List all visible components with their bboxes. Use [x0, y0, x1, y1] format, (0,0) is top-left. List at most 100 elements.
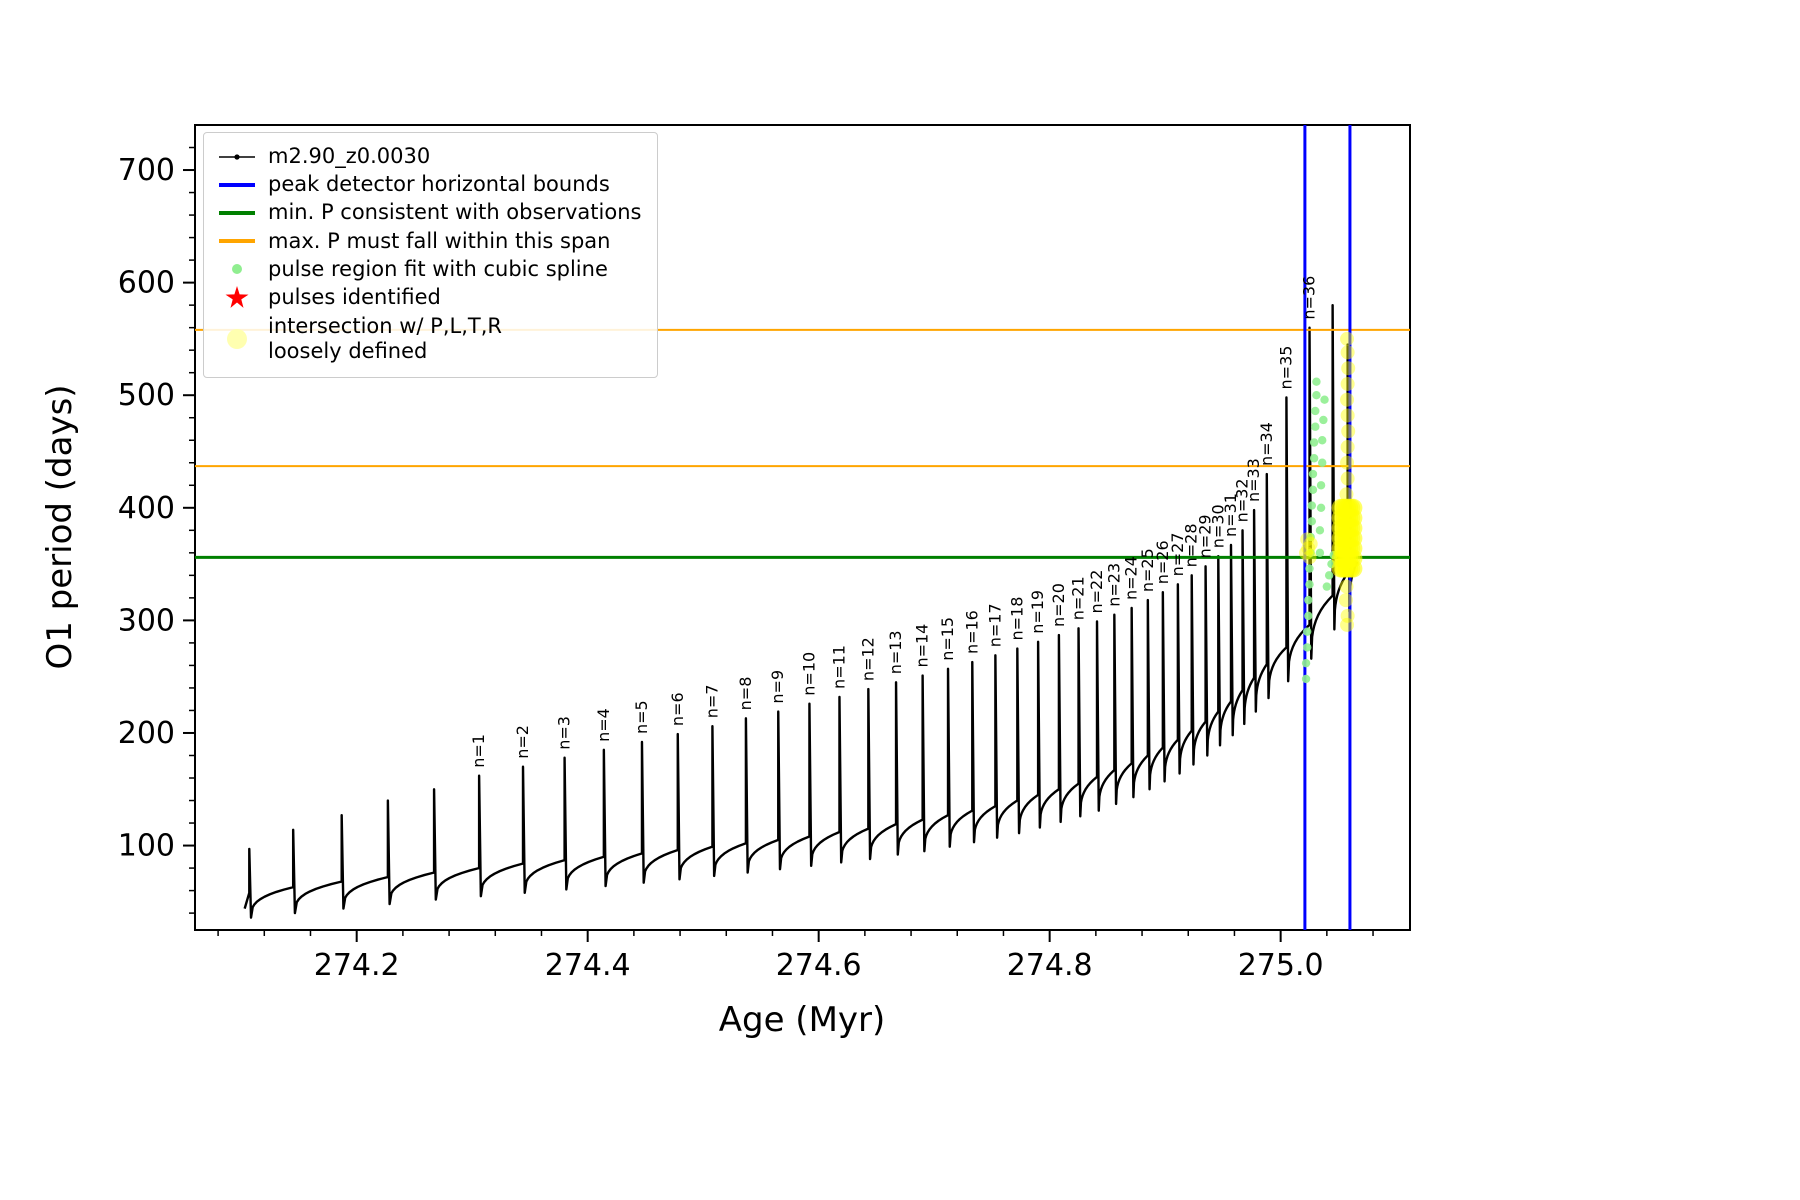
pulse-number-label: n=5 — [632, 700, 651, 734]
pulse-number-label: n=33 — [1244, 458, 1263, 502]
legend-item: pulses identified — [216, 285, 641, 311]
pulse-number-label: n=2 — [513, 725, 532, 759]
intersection-point — [1339, 487, 1354, 502]
spline-fit-point — [1301, 674, 1311, 684]
pulse-number-label: n=7 — [702, 684, 721, 718]
pulse-number-label: n=25 — [1138, 548, 1157, 592]
pulse-number-label: n=3 — [555, 716, 574, 750]
legend-item-label: peak detector horizontal bounds — [268, 172, 610, 197]
intersection-point — [1344, 498, 1363, 517]
star-legend-marker-icon — [216, 285, 258, 311]
pulse-number-label: n=22 — [1087, 570, 1106, 614]
pulse-number-label: n=28 — [1182, 523, 1201, 567]
pulse-number-label: n=27 — [1168, 532, 1187, 576]
line-legend-marker-icon — [216, 201, 258, 225]
spline-fit-point — [1322, 582, 1332, 591]
spline-fit-point — [1309, 454, 1319, 463]
spline-fit-point — [1319, 415, 1328, 425]
pulse-number-label: n=26 — [1153, 540, 1172, 584]
x-tick-label: 274.2 — [314, 948, 400, 983]
legend-item: pulse region fit with cubic spline — [216, 257, 641, 282]
spline-fit-point — [1311, 406, 1320, 416]
intersection-point — [1340, 617, 1355, 632]
spline-fit-scatter — [1301, 377, 1338, 684]
spline-fit-point — [1303, 643, 1312, 652]
spline-fit-point — [1324, 571, 1334, 580]
x-axis-label: Age (Myr) — [718, 1000, 886, 1040]
spline-fit-point — [1316, 481, 1326, 490]
intersection-point — [1341, 424, 1356, 439]
y-tick-label: 600 — [118, 266, 175, 301]
big-dot-legend-marker-icon — [216, 327, 258, 351]
spline-fit-point — [1312, 377, 1321, 386]
legend-item-label: intersection w/ P,L,T,R loosely defined — [268, 313, 502, 364]
legend-item-label: min. P consistent with observations — [268, 200, 642, 225]
spline-fit-point — [1312, 391, 1321, 400]
spline-fit-point — [1306, 532, 1315, 542]
intersection-point — [1303, 536, 1318, 551]
spline-fit-point — [1309, 438, 1319, 447]
axis-ticks: 274.2 274.4 274.6 274.8 275.0 100 200 300 400 500… — [118, 146, 1374, 983]
spline-fit-point — [1307, 501, 1317, 510]
series-m290-z0030-line — [243, 303, 1358, 919]
period-evolution-curve — [243, 303, 1358, 919]
legend-item: max. P must fall within this span — [216, 229, 641, 254]
intersection-point — [1340, 455, 1355, 470]
spline-fit-point — [1316, 503, 1326, 512]
pulse-number-label: n=35 — [1276, 346, 1295, 390]
spline-fit-point — [1307, 517, 1317, 526]
spline-fit-point — [1305, 580, 1314, 589]
x-tick-label: 275.0 — [1238, 948, 1324, 983]
pulse-number-label: n=4 — [594, 708, 613, 742]
pulse-number-label: n=36 — [1300, 276, 1319, 320]
intersection-point — [1340, 376, 1355, 391]
pulse-number-label: n=29 — [1196, 514, 1215, 558]
pulse-number-label: n=31 — [1221, 493, 1240, 537]
legend-item: min. P consistent with observations — [216, 200, 641, 225]
pulse-number-label: n=21 — [1069, 576, 1088, 620]
x-tick-label: 274.4 — [545, 948, 631, 983]
spline-fit-point — [1306, 548, 1315, 558]
pulse-number-label: n=9 — [768, 670, 787, 704]
spline-fit-point — [1315, 526, 1325, 535]
pulse-number-label: n=23 — [1104, 563, 1123, 607]
legend-item: intersection w/ P,L,T,R loosely defined — [216, 314, 641, 364]
line-dot-legend-marker-icon — [216, 145, 258, 169]
line-legend-marker-icon — [216, 173, 258, 197]
intersection-point — [1338, 593, 1353, 608]
pulse-number-label: n=15 — [938, 617, 957, 661]
axes-frame — [194, 124, 1411, 931]
pulse-number-label: n=1 — [469, 734, 488, 768]
intersection-point — [1340, 392, 1355, 407]
spline-fit-point — [1304, 595, 1313, 605]
spline-fit-point — [1318, 436, 1327, 445]
pulse-number-label: n=8 — [736, 677, 755, 711]
pulse-number-label: n=12 — [858, 637, 877, 681]
intersection-point — [1299, 545, 1314, 560]
pulse-number-label: n=34 — [1257, 422, 1276, 466]
intersection-point — [1340, 608, 1355, 623]
intersection-scatter — [1299, 331, 1363, 632]
legend-item-label: max. P must fall within this span — [268, 228, 611, 253]
pulse-number-label: n=24 — [1122, 556, 1141, 600]
intersection-point — [1341, 361, 1356, 376]
spline-fit-point — [1308, 485, 1318, 494]
pulse-number-label: n=30 — [1208, 504, 1227, 548]
intersection-point — [1340, 440, 1355, 454]
legend-item-label: pulses identified — [268, 285, 441, 310]
spline-fit-point — [1304, 611, 1313, 621]
spline-fit-point — [1305, 564, 1314, 573]
y-tick-label: 400 — [118, 491, 175, 526]
y-tick-label: 300 — [118, 603, 175, 638]
spline-fit-point — [1318, 458, 1327, 467]
spline-fit-point — [1315, 548, 1325, 558]
pulse-number-label: n=10 — [799, 652, 818, 696]
line-legend-marker-icon — [216, 229, 258, 253]
x-tick-label: 274.6 — [776, 948, 862, 983]
intersection-point — [1301, 541, 1316, 556]
pulse-number-label: n=6 — [668, 692, 687, 726]
y-tick-label: 200 — [118, 716, 175, 751]
intersection-point — [1302, 550, 1317, 565]
